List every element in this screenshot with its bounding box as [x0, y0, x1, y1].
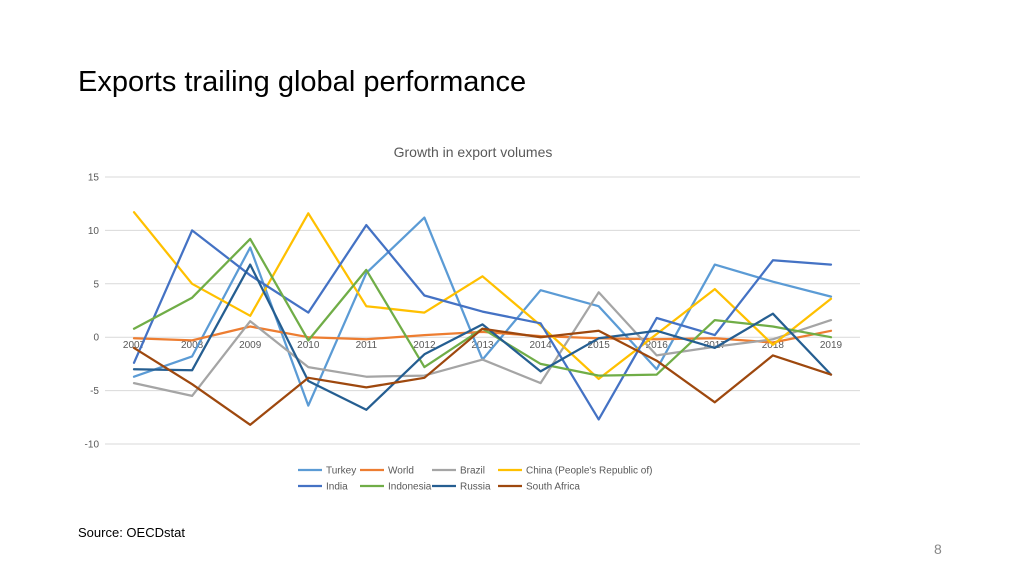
series-line-indonesia — [132, 237, 833, 377]
legend-item: India — [298, 482, 348, 493]
series-line-china-people-s-republic-of — [132, 211, 833, 381]
y-tick-label: 15 — [88, 173, 100, 184]
legend-label: Turkey — [326, 466, 356, 477]
legend-item: Turkey — [298, 466, 356, 477]
legend-label: India — [326, 482, 348, 493]
x-tick-label: 2010 — [297, 340, 320, 351]
y-tick-label: 10 — [88, 226, 100, 237]
legend-item: South Africa — [498, 482, 580, 493]
x-tick-label: 2007 — [123, 340, 146, 351]
legend-label: Russia — [460, 482, 491, 493]
y-tick-label: -5 — [90, 386, 99, 397]
x-tick-label: 2016 — [646, 340, 669, 351]
x-tick-label: 2014 — [529, 340, 552, 351]
legend-item: China (People's Republic of) — [498, 466, 652, 477]
legend-label: World — [388, 466, 414, 477]
x-tick-label: 2012 — [413, 340, 436, 351]
x-tick-label: 2008 — [181, 340, 204, 351]
legend-label: Indonesia — [388, 482, 432, 493]
series-line-india — [132, 223, 833, 421]
x-tick-label: 2013 — [471, 340, 494, 351]
legend-label: China (People's Republic of) — [526, 466, 652, 477]
legend-label: South Africa — [526, 482, 580, 493]
x-tick-label: 2015 — [588, 340, 611, 351]
legend-item: World — [360, 466, 414, 477]
legend-label: Brazil — [460, 466, 485, 477]
x-tick-label: 2011 — [356, 340, 378, 351]
legend-item: Brazil — [432, 466, 485, 477]
series-line-world — [132, 325, 833, 344]
source-note: Source: OECDstat — [78, 525, 185, 540]
legend: Turkey World Brazil China (People's Republi… — [298, 466, 652, 493]
y-tick-label: -10 — [85, 440, 100, 451]
export-growth-chart: Growth in export volumes 15 10 5 0 -5 -10 2007… — [85, 144, 860, 493]
series-line-russia — [132, 263, 833, 411]
legend-item: Russia — [432, 482, 491, 493]
y-tick-label: 5 — [93, 279, 99, 290]
legend-item: Indonesia — [360, 482, 432, 493]
series-line-south-africa — [132, 327, 833, 426]
chart-title: Growth in export volumes — [394, 144, 553, 160]
y-tick-label: 0 — [93, 333, 99, 344]
slide-title: Exports trailing global performance — [78, 66, 527, 98]
page-number: 8 — [934, 541, 942, 557]
series-lines — [132, 211, 833, 426]
x-tick-label: 2019 — [820, 340, 843, 351]
x-tick-label: 2009 — [239, 340, 262, 351]
